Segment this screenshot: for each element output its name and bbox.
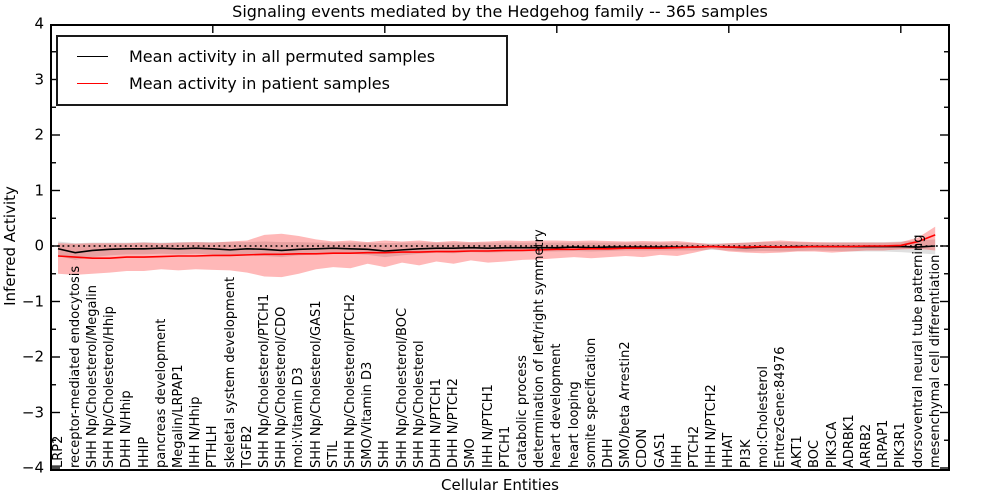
x-tick-label: PTCH1 — [497, 425, 513, 468]
x-tick-label: DHH N/PTCH2 — [446, 378, 462, 468]
y-tick-label: 2 — [34, 125, 44, 144]
x-tick-label: GAS1 — [652, 432, 668, 469]
x-tick-label: catabolic process — [514, 355, 530, 468]
x-tick-label: pancreas development — [153, 318, 169, 468]
chart-title: Signaling events mediated by the Hedgeho… — [232, 2, 768, 21]
x-tick-label: HHAT — [721, 432, 737, 468]
x-tick-label: SHH Np/Cholesterol/GAS1 — [308, 300, 324, 468]
x-tick-label: heart looping — [566, 381, 582, 468]
x-tick-label: DHH — [600, 438, 616, 468]
x-tick-label: SHH Np/Cholesterol/Megalin — [84, 285, 100, 468]
x-tick-label: IHH N/PTCH2 — [704, 384, 720, 468]
y-tick-label: 0 — [34, 236, 44, 255]
x-tick-label: IHH — [669, 444, 685, 468]
x-tick-label: DHH N/PTCH1 — [428, 378, 444, 468]
x-tick-label: mesenchymal cell differentiation — [927, 254, 943, 468]
y-tick-label: 4 — [34, 14, 44, 33]
legend-item: Mean activity in all permuted samples — [58, 43, 506, 70]
x-tick-label: receptor-mediated endocytosis — [67, 265, 83, 468]
y-tick-label: −4 — [21, 458, 44, 477]
x-tick-label: PTCH2 — [686, 425, 702, 468]
x-tick-label: SHH Np/Cholesterol/BOC — [394, 307, 410, 468]
x-tick-label: ARRB2 — [858, 423, 874, 468]
chart-svg — [50, 24, 950, 471]
x-tick-label: STIL — [325, 440, 341, 468]
legend-item: Mean activity in patient samples — [58, 70, 506, 97]
legend-item-label: Mean activity in patient samples — [129, 74, 390, 93]
legend-line-sample-permuted — [77, 56, 108, 57]
x-tick-label: skeletal system development — [222, 276, 238, 468]
x-tick-label: EntrezGene:84976 — [772, 346, 788, 468]
y-tick-label: −2 — [21, 347, 44, 366]
x-axis-label: Cellular Entities — [441, 476, 559, 494]
x-tick-label: dorsoventral neural tube patterning — [910, 234, 926, 468]
plot-area — [50, 24, 950, 471]
x-tick-label: heart development — [549, 343, 565, 468]
x-tick-label: somite specification — [583, 337, 599, 468]
x-tick-label: HHIP — [136, 436, 152, 468]
x-tick-label: SMO/Vitamin D3 — [360, 361, 376, 468]
x-tick-label: DHH N/Hhip — [119, 390, 135, 468]
legend: Mean activity in all permuted samples Me… — [56, 35, 508, 106]
x-tick-label: PIK3CA — [824, 421, 840, 468]
y-tick-label: −3 — [21, 403, 44, 421]
x-tick-label: IHH N/Hhip — [188, 396, 204, 469]
x-tick-label: CDON — [635, 428, 651, 468]
x-tick-label: TGFB2 — [239, 425, 255, 468]
legend-item-label: Mean activity in all permuted samples — [129, 47, 436, 66]
x-tick-label: SHH Np/Cholesterol/Hhip — [102, 306, 118, 468]
x-tick-label: ADRBK1 — [841, 414, 857, 468]
x-tick-label: SHH Np/Cholesterol — [411, 340, 427, 468]
x-tick-label: mol:Cholesterol — [755, 366, 771, 468]
x-tick-label: SHH — [377, 440, 393, 468]
y-tick-label: 3 — [34, 70, 44, 88]
x-tick-label: IHH N/PTCH1 — [480, 384, 496, 468]
x-tick-label: PI3K — [738, 439, 754, 468]
x-tick-label: LRPAP1 — [876, 419, 892, 468]
y-tick-label: −1 — [21, 292, 44, 310]
x-tick-label: determination of left/right symmetry — [532, 229, 548, 468]
x-tick-label: LRP2 — [50, 435, 66, 468]
x-tick-label: SHH Np/Cholesterol/PTCH2 — [342, 293, 358, 468]
x-tick-label: mol:Vitamin D3 — [291, 367, 307, 468]
x-tick-label: BOC — [807, 440, 823, 468]
x-tick-label: SHH Np/Cholesterol/CDO — [274, 306, 290, 468]
x-tick-label: SHH Np/Cholesterol/PTCH1 — [256, 293, 272, 468]
x-tick-label: AKT1 — [790, 435, 806, 468]
legend-line-sample-patient — [77, 83, 108, 84]
x-tick-label: Megalin/LRPAP1 — [170, 364, 186, 468]
y-tick-label: 1 — [34, 181, 44, 199]
x-tick-label: SMO/beta Arrestin2 — [618, 341, 634, 468]
x-tick-label: PTHLH — [205, 425, 221, 468]
x-tick-label: SMO — [463, 438, 479, 468]
x-tick-label: PIK3R1 — [893, 422, 909, 468]
